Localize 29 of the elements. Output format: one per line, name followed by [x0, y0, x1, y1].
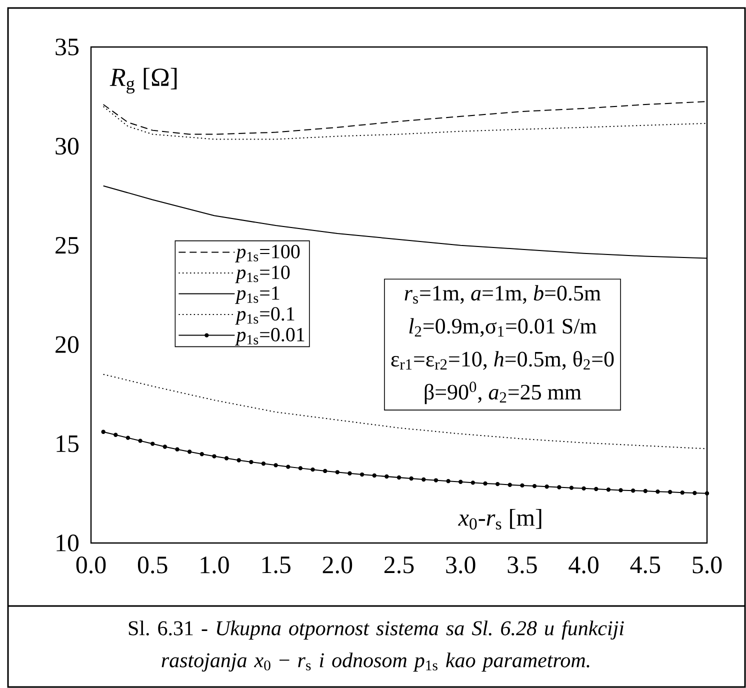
x-tick-label: 0.5	[138, 556, 168, 574]
y-axis-title: R$_{g}$ [Ω]	[110, 68, 177, 94]
legend-label: p$_{1s}$=1	[235, 286, 280, 304]
x-tick-label: 2.0	[322, 556, 352, 574]
x-axis-title: x$_{0}$-r$_{s}$ [m]	[458, 509, 542, 530]
annotation: r$_{s}$=1m, a=1m, b=0.5m	[404, 285, 601, 304]
legend-label: p$_{1s}$=10	[235, 266, 290, 284]
legend-label: p$_{1s}$=0.1	[235, 307, 294, 325]
y-tick-label: 15	[56, 435, 79, 452]
x-tick-label: 2.5	[384, 556, 414, 574]
annotation: l$_{2}$=0.9m,σ$_{1}$=0.01 S/m	[409, 318, 597, 337]
x-tick-label: 5.0	[692, 556, 722, 574]
chart-title: Sl. 6.31 - Ukupna otpornost sistema sa Sl. 6.28 u funkciji rastojanja x$_{0}$ − r$_{s}$ i odnosom p$_{1s}$ kao parametrom.	[128, 620, 624, 672]
x-tick-label: 1.5	[262, 556, 290, 574]
x-tick-label: 0.0	[76, 556, 106, 574]
x-tick-label: 3.5	[508, 556, 537, 574]
y-tick-label: 20	[56, 336, 79, 354]
y-tick-label: 25	[56, 236, 79, 254]
y-tick-label: 10	[56, 534, 79, 552]
x-tick-label: 1.0	[200, 556, 229, 574]
x-tick-label: 3.0	[446, 556, 476, 574]
annotation: β=90$^{0}$, a$_{2}$=25 mm	[424, 382, 582, 404]
legend-label: p$_{1s}$=100	[235, 244, 300, 262]
text: ε$_{r1}$=ε$_{r2}$=10, h=0.5m, θ$_{2}$=0	[391, 350, 614, 370]
legend-label: p$_{1s}$=0.01	[235, 328, 304, 346]
y-tick-label: 30	[56, 138, 79, 155]
x-tick-label: 4.5	[630, 556, 660, 574]
y-tick-label: 35	[56, 38, 79, 56]
x-tick-label: 4.0	[568, 556, 598, 574]
